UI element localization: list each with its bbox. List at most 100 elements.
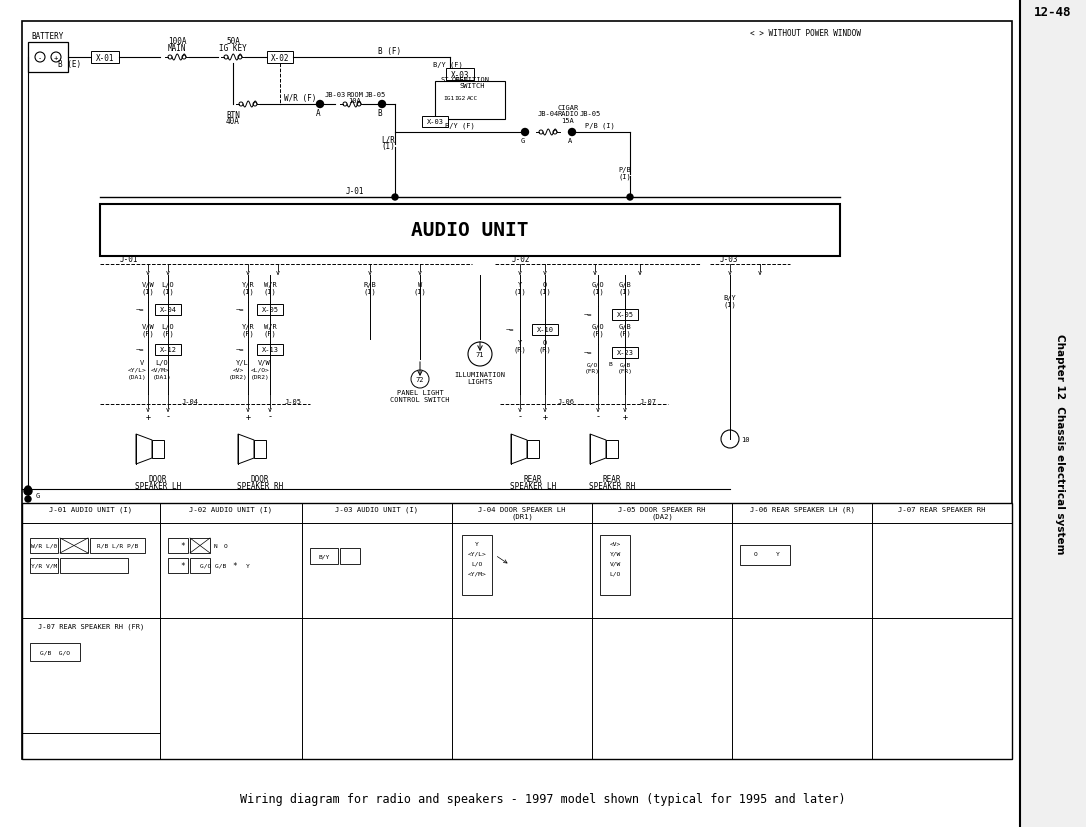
Text: L/R: L/R (381, 136, 395, 145)
Text: 12-48: 12-48 (1034, 6, 1072, 18)
Text: Wiring diagram for radio and speakers - 1997 model shown (typical for 1995 and l: Wiring diagram for radio and speakers - … (240, 792, 846, 805)
Text: SPEAKER RH: SPEAKER RH (589, 482, 635, 491)
Polygon shape (590, 434, 606, 465)
Text: A: A (568, 138, 572, 144)
Text: Y: Y (476, 541, 479, 546)
Text: *: * (232, 561, 238, 570)
Text: (I): (I) (723, 301, 736, 308)
Text: (DA2): (DA2) (652, 513, 673, 519)
Text: IG1: IG1 (443, 95, 455, 100)
Text: SPEAKER LH: SPEAKER LH (135, 482, 181, 491)
Text: G/B: G/B (619, 282, 631, 288)
Text: V/W: V/W (257, 360, 270, 366)
Bar (613, 347, 637, 358)
Text: (I): (I) (592, 289, 605, 295)
Text: (I): (I) (141, 289, 154, 295)
Text: (F): (F) (241, 330, 254, 337)
Text: G: G (36, 492, 40, 499)
Text: MAIN: MAIN (167, 44, 187, 52)
Text: V/W: V/W (609, 561, 620, 566)
Text: (F): (F) (264, 330, 276, 337)
Text: IGNITION: IGNITION (455, 77, 489, 83)
Text: +: + (54, 55, 59, 61)
Text: REAR: REAR (603, 475, 621, 484)
Text: R/B L/R P/B: R/B L/R P/B (98, 543, 139, 547)
Text: <Y/L>: <Y/L> (128, 367, 147, 372)
Bar (435, 82, 505, 120)
Text: X-03: X-03 (427, 119, 443, 125)
Text: R/B: R/B (364, 282, 377, 288)
Text: G: G (521, 138, 526, 144)
Text: J-05 DOOR SPEAKER RH: J-05 DOOR SPEAKER RH (618, 506, 706, 513)
Text: Chapter 12  Chassis electrical system: Chapter 12 Chassis electrical system (1055, 333, 1065, 553)
Text: L/O: L/O (162, 282, 175, 288)
Text: (DA1): (DA1) (153, 374, 172, 379)
Text: ILLUMINATION: ILLUMINATION (455, 371, 505, 378)
Text: V/W: V/W (141, 282, 154, 288)
Text: V/W: V/W (141, 323, 154, 330)
Text: LIGHTS: LIGHTS (467, 379, 493, 385)
Text: Y/R: Y/R (241, 282, 254, 288)
Text: L/O: L/O (471, 561, 482, 566)
Text: (F): (F) (592, 330, 605, 337)
Text: Y: Y (518, 282, 522, 288)
Text: J-07 REAR SPEAKER RH: J-07 REAR SPEAKER RH (898, 506, 986, 513)
Text: (I): (I) (381, 142, 395, 151)
Bar (30, 538, 58, 553)
Text: <V>: <V> (609, 541, 620, 546)
Text: ~=: ~= (136, 347, 144, 352)
Text: G/O G/B: G/O G/B (200, 563, 226, 568)
Bar (1020, 0, 1086, 827)
Text: L/O: L/O (155, 360, 168, 366)
Bar (257, 344, 283, 355)
Text: 72: 72 (416, 376, 425, 383)
Text: J-02: J-02 (512, 254, 530, 263)
Text: JB-05: JB-05 (365, 92, 386, 98)
Text: G/O: G/O (592, 323, 605, 330)
Text: J-02 AUDIO UNIT (I): J-02 AUDIO UNIT (I) (189, 506, 273, 513)
Bar (190, 558, 210, 573)
Text: (I): (I) (414, 289, 427, 295)
Text: X-23: X-23 (617, 350, 633, 356)
Text: 10: 10 (741, 437, 749, 442)
Text: DOOR: DOOR (149, 475, 167, 484)
Text: Y/R: Y/R (241, 323, 254, 330)
Text: <L/O>: <L/O> (251, 367, 269, 372)
Text: B/Y: B/Y (723, 294, 736, 301)
Text: RADIO: RADIO (557, 111, 579, 117)
Text: SPEAKER RH: SPEAKER RH (237, 482, 283, 491)
Text: X-03: X-03 (451, 70, 469, 79)
Polygon shape (136, 434, 152, 465)
Text: BATTERY: BATTERY (31, 31, 64, 41)
Text: G/B: G/B (619, 362, 631, 367)
Text: Y: Y (776, 551, 780, 556)
Text: REAR: REAR (523, 475, 542, 484)
Text: ~=: ~= (136, 307, 144, 313)
Text: 71: 71 (476, 351, 484, 357)
Text: (FR): (FR) (584, 369, 599, 374)
Bar (22, 22, 1012, 759)
Text: -: - (595, 412, 601, 421)
Circle shape (379, 102, 386, 108)
Text: A: A (316, 108, 320, 117)
Text: O: O (543, 282, 547, 288)
Text: (I): (I) (539, 289, 552, 295)
Text: W/R (F): W/R (F) (283, 93, 316, 103)
Text: CONTROL SWITCH: CONTROL SWITCH (390, 396, 450, 403)
Bar (267, 52, 293, 64)
Bar (527, 441, 539, 458)
Text: +: + (622, 412, 628, 421)
Text: <Y/M>: <Y/M> (468, 571, 487, 576)
Text: (I): (I) (364, 289, 377, 295)
Text: X-01: X-01 (96, 54, 114, 62)
Text: JB-05: JB-05 (579, 111, 601, 117)
Bar (90, 538, 146, 553)
Text: X-04: X-04 (160, 307, 177, 313)
Bar (155, 304, 181, 315)
Text: +: + (543, 412, 547, 421)
Text: (F): (F) (619, 330, 631, 337)
Text: L/O: L/O (162, 323, 175, 330)
Bar (740, 545, 790, 566)
Text: (DA1): (DA1) (128, 374, 147, 379)
Text: G/B: G/B (619, 323, 631, 330)
